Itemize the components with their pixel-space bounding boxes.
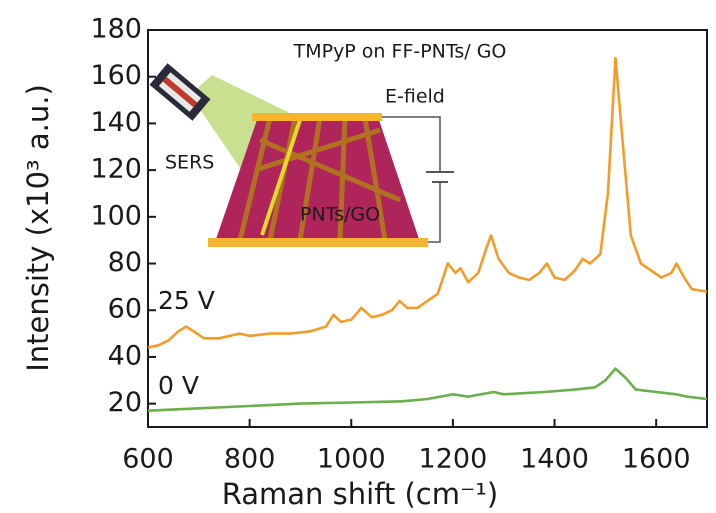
y-axis-label: Intensity (x10³ a.u.) [21, 84, 55, 372]
y-tick-label: 40 [108, 340, 142, 371]
y-tick-label: 60 [108, 294, 142, 325]
y-tick-label: 80 [108, 247, 142, 278]
annotation: PNTs/GO [300, 204, 380, 226]
y-tick-label: 100 [90, 200, 142, 231]
x-tick-label: 1200 [419, 444, 488, 475]
annotation: TMPyP on FF-PNTs/ GO [293, 41, 507, 63]
x-tick-label: 1600 [622, 444, 691, 475]
x-tick-label: 1000 [317, 444, 386, 475]
series-label: 0 V [158, 371, 199, 400]
y-tick-label: 120 [90, 154, 142, 185]
y-tick-label: 20 [108, 387, 142, 418]
y-tick-label: 180 [90, 14, 142, 45]
y-tick-label: 140 [90, 107, 142, 138]
y-tick-label: 160 [90, 60, 142, 91]
series-line [148, 369, 707, 411]
x-tick-label: 800 [224, 444, 276, 475]
annotation: E-field [385, 86, 445, 108]
x-axis-label: Raman shift (cm⁻¹) [222, 477, 499, 511]
annotation: SERS [165, 152, 214, 174]
series-label: 25 V [158, 286, 215, 315]
chart: Raman shift (cm⁻¹) Intensity (x10³ a.u.)… [0, 0, 716, 513]
page: {"chart_data": {"type": "line", "x_label… [0, 0, 716, 513]
x-tick-label: 600 [122, 444, 174, 475]
x-tick-label: 1400 [520, 444, 589, 475]
